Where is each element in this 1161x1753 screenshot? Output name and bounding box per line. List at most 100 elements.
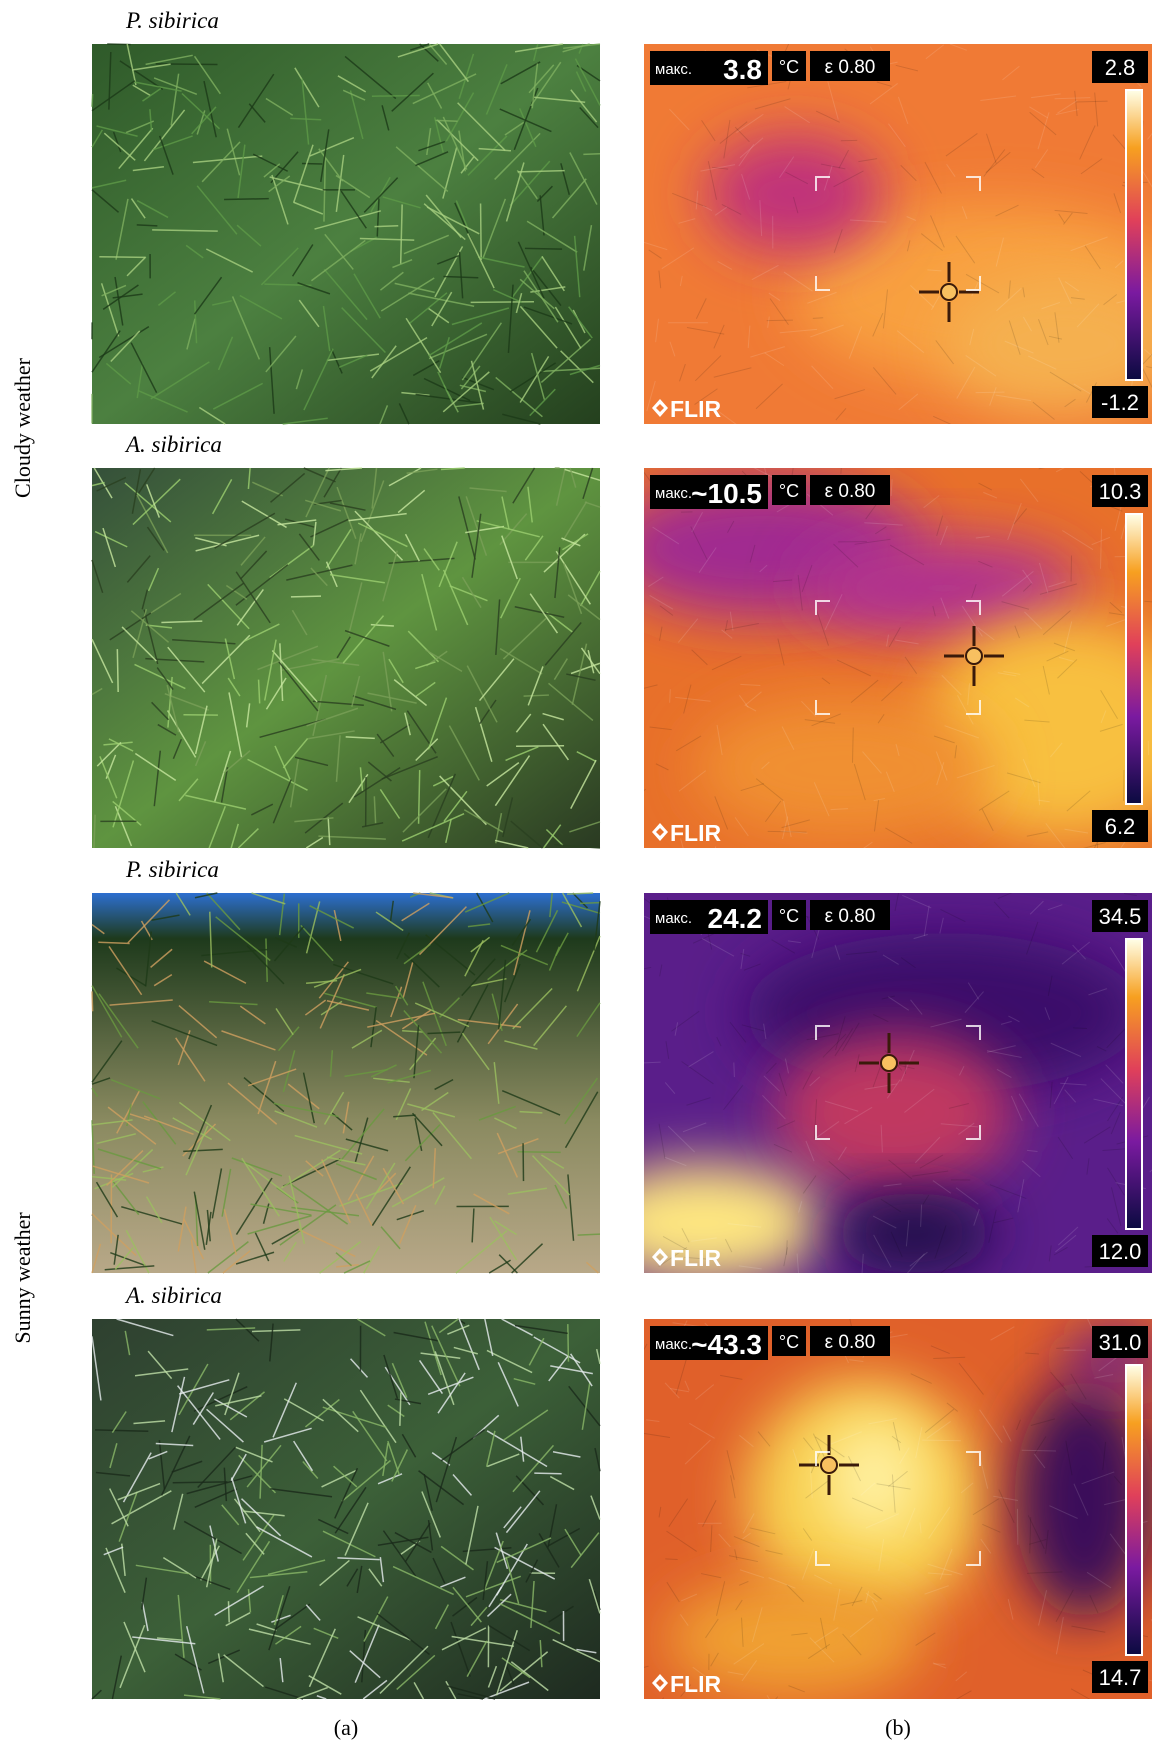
thermal-texture [708,846,715,878]
species-label: A. sibirica [124,432,222,457]
needle [375,226,399,227]
thermal-texture [976,392,1005,393]
scale-min: 14.7 [1099,1665,1142,1690]
scale-min: 6.2 [1105,814,1136,839]
max-value: ~10.5 [691,478,762,509]
scale-max: 10.3 [1099,479,1142,504]
thermal-texture [1056,1348,1069,1349]
needle [302,163,322,164]
max-label: макс. [655,910,692,927]
needle [578,1234,600,1235]
needle [92,991,93,1011]
needle [291,596,321,597]
row-label: Sunny weather [10,1212,35,1344]
figure: Cloudy weather Sunny weather P. sibirica ма… [0,0,1161,1753]
emissivity: ε 0.80 [825,57,876,78]
colorbar [1126,514,1142,804]
photo-background [92,44,600,424]
photo [92,44,600,424]
max-label: макс. [655,485,692,502]
unit: °C [779,1332,799,1352]
colorbar [1126,939,1142,1229]
emissivity: ε 0.80 [825,481,876,502]
scale-min: -1.2 [1101,390,1139,415]
colorbar [1126,90,1142,380]
thermal-content: макс.~10.5°Cε 0.8010.36.2FLIR [604,456,1161,878]
needle [471,302,534,303]
emissivity: ε 0.80 [825,906,876,927]
thermal-image: макс. 24.2 °C ε 0.80 34.5 12.0 FLIR [584,878,1161,1288]
scale-max: 34.5 [1099,904,1142,929]
thermal-texture [734,1062,735,1077]
photo-background [92,893,600,1273]
needle [372,95,420,96]
thermal-texture [665,1559,677,1560]
thermal-texture [633,789,646,800]
thermal-texture [767,320,793,321]
needle [525,248,562,249]
thermal-content: макс.~43.3 °C ε 0.80 31.0 14.7 FLIR [625,1310,1161,1726]
max-label: макс. [655,61,692,78]
panel-caption: (a) [334,1715,358,1740]
row-label: Cloudy weather [10,357,35,498]
colorbar [1126,1365,1142,1655]
thermal-blob [834,1193,994,1273]
flir-logo: FLIR [670,1671,721,1697]
needle [583,154,600,155]
needle [117,649,118,692]
thermal-blob [824,1419,924,1539]
scale-max: 2.8 [1105,55,1136,80]
needle [99,257,145,258]
unit: °C [779,57,799,77]
max-label: макс. [655,1336,692,1353]
thermal-texture [670,689,671,703]
species-label: P. sibirica [125,857,219,882]
needle [436,120,458,121]
thermal-image: макс.~10.5°Cε 0.8010.36.2FLIR [604,456,1161,878]
photo-background [92,1319,600,1699]
flir-logo: FLIR [670,1245,721,1271]
thermal-blob [704,134,884,254]
max-value: ~43.3 [691,1329,762,1360]
max-value: 3.8 [723,54,762,85]
crosshair-center [881,1055,897,1071]
flir-logo: FLIR [670,820,721,846]
panel-caption: (b) [885,1715,911,1740]
photo [92,468,600,848]
scale-max: 31.0 [1099,1330,1142,1355]
max-value: 24.2 [708,903,763,934]
thermal-texture [813,318,823,319]
thermal-image: макс.~43.3 °C ε 0.80 31.0 14.7 FLIR [625,1310,1161,1726]
needle [524,695,549,696]
photo [92,893,600,1273]
needle [224,199,269,200]
crosshair-center [941,284,957,300]
needle [568,1324,569,1361]
flir-logo: FLIR [670,396,721,422]
needle [580,903,600,904]
crosshair-center [966,648,982,664]
thermal-content: макс. 24.2 °C ε 0.80 34.5 12.0 FLIR [584,878,1161,1288]
needle [228,1601,229,1622]
scale-min: 12.0 [1099,1239,1142,1264]
species-label: P. sibirica [125,8,219,33]
needle [137,225,158,226]
needle [534,1473,561,1474]
species-label: A. sibirica [124,1283,222,1308]
thermal-texture [1073,1028,1087,1029]
thermal-content: макс. 3.8 °C ε 0.80 2.8 -1.2 FLIR [644,39,1161,431]
photo-background [92,468,600,848]
crosshair-center [821,1457,837,1473]
needle [518,1152,561,1153]
thermal-texture [639,1698,664,1726]
emissivity: ε 0.80 [825,1332,876,1353]
needle [481,203,482,259]
thermal-blob [694,698,994,838]
thermal-texture [1151,1619,1161,1640]
needle [92,94,93,107]
thermal-texture [922,1440,961,1441]
unit: °C [779,906,799,926]
thermal-image: макс. 3.8 °C ε 0.80 2.8 -1.2 FLIR [644,39,1161,431]
photo [92,1319,600,1699]
needle [400,1392,401,1426]
